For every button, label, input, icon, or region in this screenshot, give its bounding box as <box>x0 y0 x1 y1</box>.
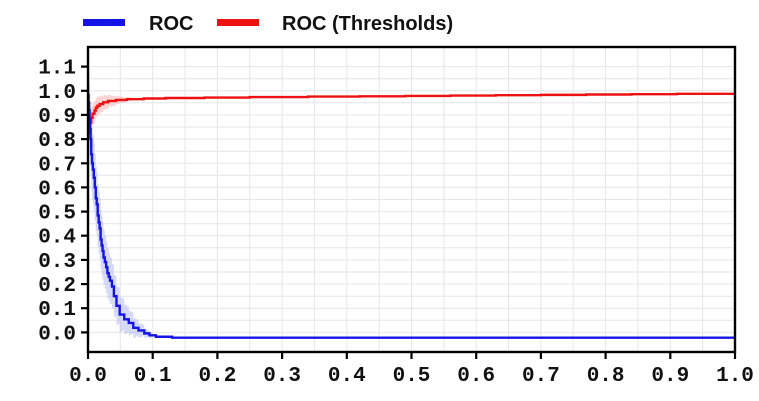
svg-text:0.0: 0.0 <box>69 365 107 388</box>
svg-text:0.8: 0.8 <box>38 130 76 153</box>
svg-text:ROC (Thresholds): ROC (Thresholds) <box>282 13 453 35</box>
svg-text:1.0: 1.0 <box>38 82 76 105</box>
svg-text:ROC: ROC <box>149 13 193 35</box>
svg-text:1.1: 1.1 <box>38 58 76 81</box>
svg-text:0.3: 0.3 <box>263 365 301 388</box>
svg-text:0.1: 0.1 <box>134 365 172 388</box>
svg-text:0.3: 0.3 <box>38 251 76 274</box>
svg-text:0.6: 0.6 <box>38 178 76 201</box>
svg-text:0.6: 0.6 <box>457 365 495 388</box>
svg-text:0.7: 0.7 <box>38 154 76 177</box>
svg-text:0.9: 0.9 <box>651 365 689 388</box>
svg-text:0.4: 0.4 <box>328 365 366 388</box>
svg-text:1.0: 1.0 <box>716 365 754 388</box>
svg-text:0.0: 0.0 <box>38 323 76 346</box>
svg-text:0.5: 0.5 <box>393 365 431 388</box>
svg-text:0.8: 0.8 <box>587 365 625 388</box>
svg-text:0.2: 0.2 <box>38 275 76 298</box>
svg-text:0.4: 0.4 <box>38 227 76 250</box>
svg-text:0.1: 0.1 <box>38 299 76 322</box>
svg-text:0.5: 0.5 <box>38 203 76 226</box>
svg-text:0.2: 0.2 <box>198 365 236 388</box>
svg-text:0.9: 0.9 <box>38 106 76 129</box>
svg-text:0.7: 0.7 <box>522 365 560 388</box>
